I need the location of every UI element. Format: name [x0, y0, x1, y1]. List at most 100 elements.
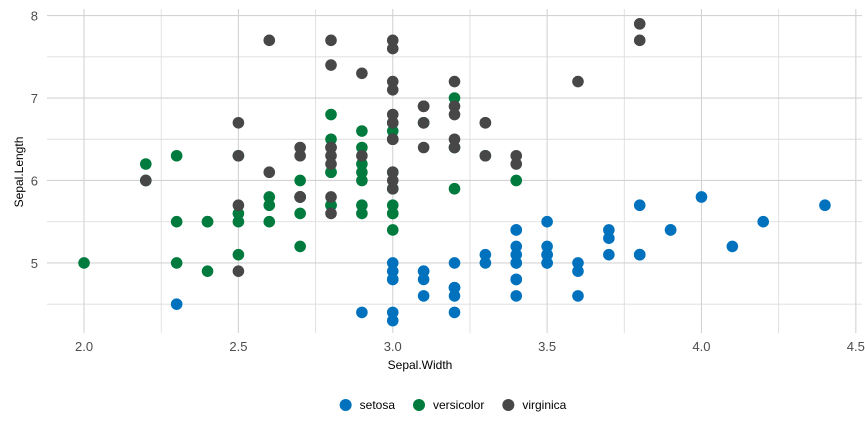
legend-label-versicolor: versicolor	[433, 398, 484, 412]
point-virginica	[386, 108, 399, 121]
y-axis-title: Sepal.Length	[12, 137, 26, 208]
point-setosa	[603, 224, 615, 236]
point-virginica	[448, 133, 461, 146]
point-setosa	[695, 191, 708, 203]
point-virginica	[294, 149, 306, 162]
point-virginica	[448, 75, 461, 88]
point-setosa	[510, 257, 523, 269]
point-versicolor	[201, 265, 214, 277]
y-tick-label: 6	[31, 173, 38, 188]
point-virginica	[479, 149, 492, 162]
y-tick-label: 7	[31, 91, 38, 106]
point-versicolor	[386, 207, 399, 220]
point-virginica	[633, 34, 646, 47]
point-setosa	[448, 290, 461, 302]
point-virginica	[633, 18, 646, 30]
point-setosa	[417, 290, 430, 302]
point-virginica	[232, 265, 245, 277]
point-versicolor	[78, 257, 90, 269]
point-virginica	[263, 34, 276, 47]
point-virginica	[325, 141, 337, 154]
point-versicolor	[386, 224, 399, 236]
x-axis-title: Sepal.Width	[388, 358, 453, 372]
point-setosa	[603, 232, 615, 244]
point-virginica	[325, 149, 337, 162]
point-virginica	[386, 166, 399, 179]
point-virginica	[510, 149, 523, 162]
point-versicolor	[294, 174, 306, 187]
point-setosa	[479, 257, 492, 269]
y-axis-ticks: 5 6 7 8	[31, 9, 38, 271]
point-versicolor	[356, 158, 368, 170]
point-setosa	[417, 273, 430, 286]
point-virginica	[417, 141, 430, 154]
point-versicolor	[170, 149, 183, 162]
point-versicolor	[510, 174, 523, 187]
point-versicolor	[294, 240, 306, 253]
point-setosa	[510, 240, 523, 253]
x-tick-label: 3.5	[538, 339, 556, 354]
x-tick-label: 2.5	[229, 339, 247, 354]
point-setosa	[633, 248, 646, 261]
point-versicolor	[356, 125, 368, 137]
x-axis-ticks: 2.0 2.5 3.0 3.5 4.0 4.5	[75, 339, 865, 354]
point-setosa	[510, 248, 523, 261]
point-versicolor	[356, 207, 368, 220]
point-virginica	[448, 108, 461, 121]
point-virginica	[572, 75, 584, 88]
point-virginica	[325, 34, 337, 47]
point-virginica	[232, 149, 245, 162]
point-versicolor	[170, 257, 183, 269]
point-versicolor	[263, 215, 276, 228]
point-virginica	[417, 100, 430, 113]
legend: setosa versicolor virginica	[339, 398, 567, 412]
point-setosa	[633, 199, 646, 212]
point-setosa	[572, 290, 584, 302]
point-setosa	[448, 281, 461, 294]
point-virginica	[356, 149, 368, 162]
y-tick-label: 8	[31, 9, 38, 24]
point-versicolor	[386, 125, 399, 137]
point-setosa	[386, 257, 399, 269]
point-virginica	[386, 174, 399, 187]
point-virginica	[232, 199, 245, 212]
x-tick-label: 3.0	[384, 339, 402, 354]
point-setosa	[386, 314, 399, 327]
point-versicolor	[232, 215, 245, 228]
point-virginica	[325, 191, 337, 203]
legend-key-virginica	[502, 399, 515, 411]
point-versicolor	[201, 215, 214, 228]
point-virginica	[356, 67, 368, 80]
point-versicolor	[232, 207, 245, 220]
point-virginica	[294, 191, 306, 203]
point-versicolor	[294, 207, 306, 220]
point-versicolor	[325, 133, 337, 146]
point-setosa	[572, 257, 584, 269]
point-versicolor	[139, 158, 152, 170]
point-virginica	[448, 141, 461, 154]
legend-label-setosa: setosa	[360, 398, 396, 412]
x-tick-label: 2.0	[75, 339, 93, 354]
point-virginica	[386, 182, 399, 195]
point-setosa	[664, 224, 677, 236]
point-virginica	[386, 75, 399, 88]
point-versicolor	[356, 141, 368, 154]
point-setosa	[510, 273, 523, 286]
point-versicolor	[356, 199, 368, 212]
point-versicolor	[170, 215, 183, 228]
legend-label-virginica: virginica	[522, 398, 566, 412]
point-virginica	[263, 166, 276, 179]
point-setosa	[572, 265, 584, 277]
point-virginica	[386, 116, 399, 129]
point-versicolor	[325, 166, 337, 179]
point-versicolor	[386, 199, 399, 212]
point-setosa	[819, 199, 831, 212]
point-setosa	[757, 215, 770, 228]
point-versicolor	[232, 248, 245, 261]
point-virginica	[510, 158, 523, 170]
point-versicolor	[448, 92, 461, 104]
point-setosa	[603, 248, 615, 261]
point-virginica	[325, 59, 337, 71]
